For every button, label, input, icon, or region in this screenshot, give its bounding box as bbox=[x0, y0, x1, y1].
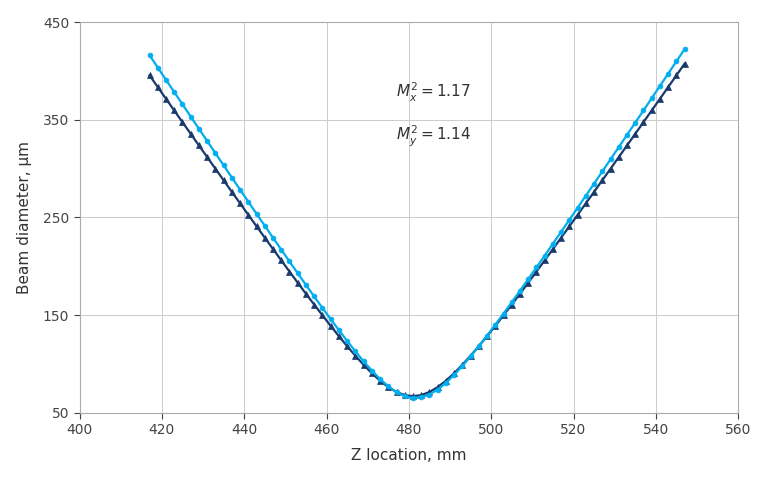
Text: $M_x^2 = 1.17$: $M_x^2 = 1.17$ bbox=[396, 81, 471, 104]
Y-axis label: Beam diameter, µm: Beam diameter, µm bbox=[17, 141, 31, 294]
Text: $M_y^2 = 1.14$: $M_y^2 = 1.14$ bbox=[396, 124, 471, 149]
X-axis label: Z location, mm: Z location, mm bbox=[351, 448, 467, 463]
